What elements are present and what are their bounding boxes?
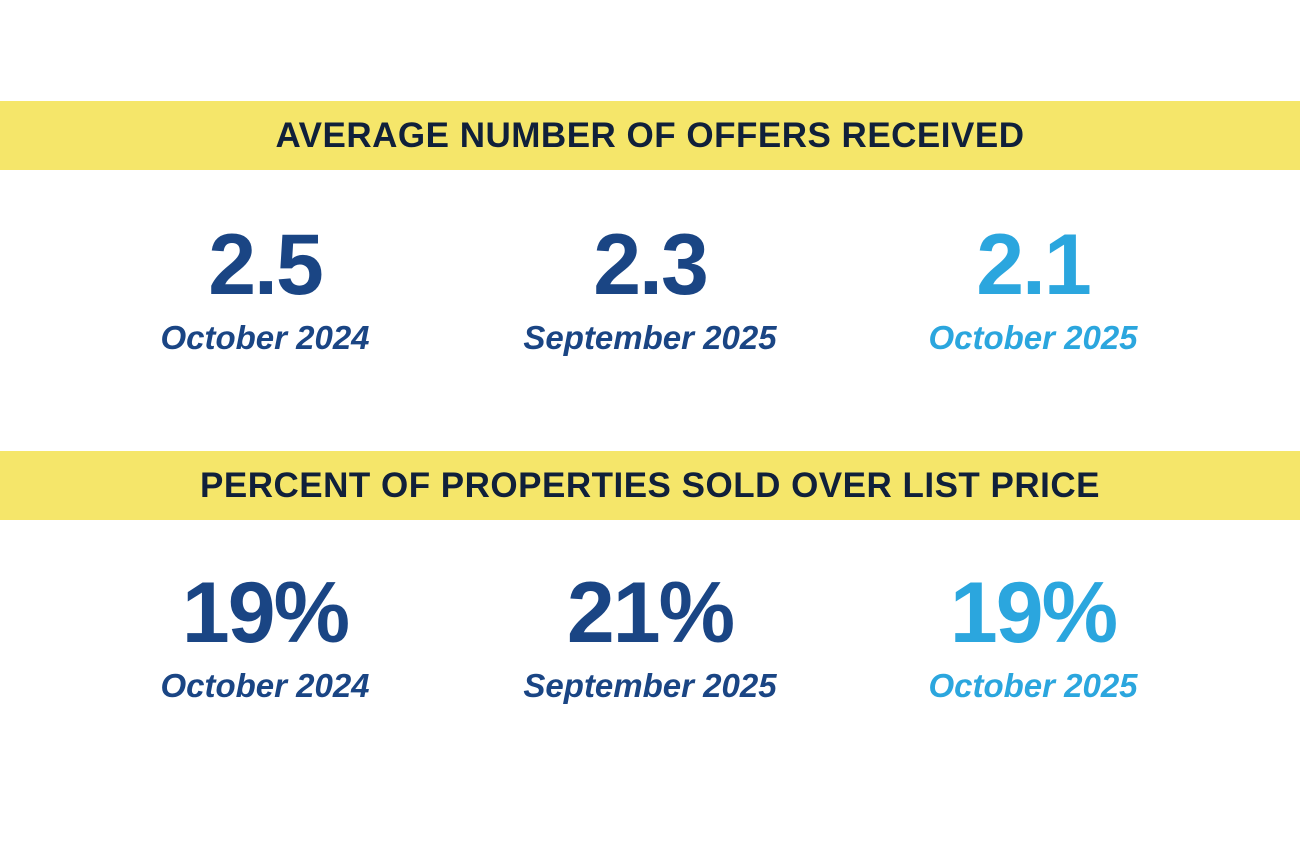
stat-value: 19%	[181, 565, 350, 661]
stat-overlist-oct-2025: 19% October 2025	[833, 570, 1233, 706]
stat-offers-oct-2025: 2.1 October 2025	[833, 222, 1233, 358]
stat-label: October 2024	[160, 667, 370, 704]
stat-value: 2.3	[593, 217, 709, 313]
stat-offers-sep-2025: 2.3 September 2025	[450, 222, 850, 358]
over-list-section-header: PERCENT OF PROPERTIES SOLD OVER LIST PRI…	[0, 451, 1300, 520]
section-title: AVERAGE NUMBER OF OFFERS RECEIVED	[275, 115, 1025, 155]
stat-offers-oct-2024: 2.5 October 2024	[65, 222, 465, 358]
stat-label: September 2025	[523, 667, 777, 704]
offers-section-header: AVERAGE NUMBER OF OFFERS RECEIVED	[0, 101, 1300, 170]
stat-value: 2.5	[208, 217, 324, 313]
stat-overlist-oct-2024: 19% October 2024	[65, 570, 465, 706]
stat-value: 19%	[949, 565, 1118, 661]
stat-label: September 2025	[523, 319, 777, 356]
stat-label: October 2024	[160, 319, 370, 356]
stat-label: October 2025	[928, 667, 1138, 704]
stat-overlist-sep-2025: 21% September 2025	[450, 570, 850, 706]
stat-value: 2.1	[976, 217, 1092, 313]
stat-label: October 2025	[928, 319, 1138, 356]
section-title: PERCENT OF PROPERTIES SOLD OVER LIST PRI…	[200, 465, 1100, 505]
stat-value: 21%	[566, 565, 735, 661]
